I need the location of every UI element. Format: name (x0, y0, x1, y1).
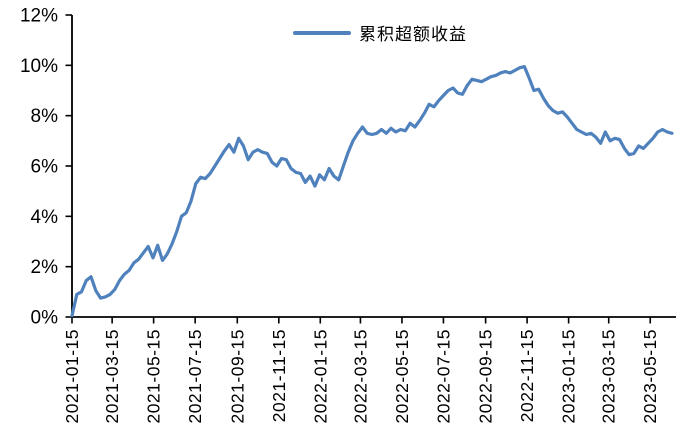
x-axis-tick-label: 2021-01-15 (62, 329, 82, 424)
legend-line-sample (293, 30, 351, 35)
x-axis-tick-label: 2021-11-15 (269, 329, 289, 422)
x-axis-tick-label: 2022-05-15 (392, 329, 412, 424)
chart-legend: 累积超额收益 (293, 20, 467, 45)
x-axis-tick-label: 2022-09-15 (476, 329, 496, 424)
x-axis-tick-label: 2021-07-15 (185, 329, 205, 424)
legend-label: 累积超额收益 (359, 25, 467, 44)
x-axis-tick-label: 2021-09-15 (227, 329, 247, 424)
y-axis-tick-label: 2% (31, 257, 59, 278)
x-axis-tick-label: 2023-01-15 (559, 329, 579, 424)
x-axis-tick-label: 2022-01-15 (310, 329, 330, 424)
x-axis-tick-label: 2022-03-15 (350, 329, 370, 424)
x-axis-tick-label: 2022-11-15 (517, 329, 537, 422)
x-axis-tick-label: 2022-07-15 (433, 329, 453, 424)
y-axis-tick-label: 6% (31, 157, 59, 178)
x-axis-tick-label: 2023-05-15 (640, 329, 660, 424)
x-axis-tick-label: 2023-03-15 (599, 329, 619, 424)
y-axis-tick-label: 12% (20, 6, 58, 27)
y-axis-tick-label: 0% (31, 308, 59, 329)
x-axis-tick-label: 2021-05-15 (144, 329, 164, 424)
x-axis-tick-label: 2021-03-15 (102, 329, 122, 424)
y-axis-tick-label: 8% (31, 106, 59, 127)
series-line (70, 64, 674, 318)
y-axis-tick-label: 10% (20, 56, 58, 77)
y-axis-tick-label: 4% (31, 207, 59, 228)
